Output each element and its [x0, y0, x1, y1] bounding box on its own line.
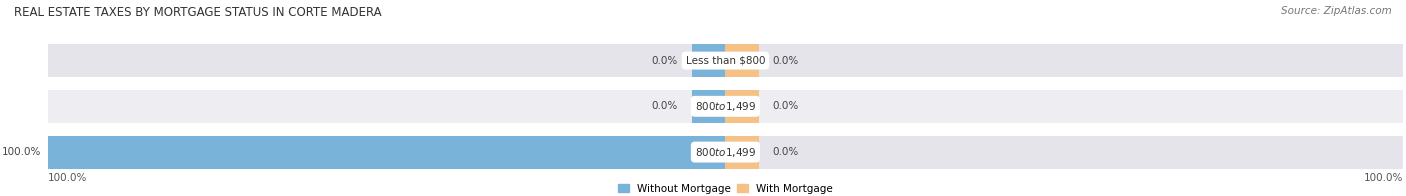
Text: 0.0%: 0.0%	[773, 56, 799, 66]
Bar	[48, 136, 725, 169]
Bar	[692, 44, 725, 77]
Bar	[692, 90, 725, 123]
Bar	[725, 136, 759, 169]
Bar	[48, 136, 1403, 169]
Bar	[725, 44, 759, 77]
Text: 100.0%: 100.0%	[1364, 173, 1403, 183]
Text: 0.0%: 0.0%	[652, 56, 678, 66]
Text: $800 to $1,499: $800 to $1,499	[695, 100, 756, 113]
Bar	[692, 136, 725, 169]
Bar	[48, 44, 1403, 77]
Text: REAL ESTATE TAXES BY MORTGAGE STATUS IN CORTE MADERA: REAL ESTATE TAXES BY MORTGAGE STATUS IN …	[14, 6, 381, 19]
Text: $800 to $1,499: $800 to $1,499	[695, 146, 756, 159]
Text: 0.0%: 0.0%	[652, 101, 678, 111]
Bar	[48, 90, 1403, 123]
Text: 100.0%: 100.0%	[1, 147, 41, 157]
Text: Source: ZipAtlas.com: Source: ZipAtlas.com	[1281, 6, 1392, 16]
Text: 0.0%: 0.0%	[773, 147, 799, 157]
Text: 0.0%: 0.0%	[773, 101, 799, 111]
Bar	[725, 90, 759, 123]
Text: 100.0%: 100.0%	[48, 173, 87, 183]
Text: Less than $800: Less than $800	[686, 56, 765, 66]
Legend: Without Mortgage, With Mortgage: Without Mortgage, With Mortgage	[619, 184, 832, 194]
